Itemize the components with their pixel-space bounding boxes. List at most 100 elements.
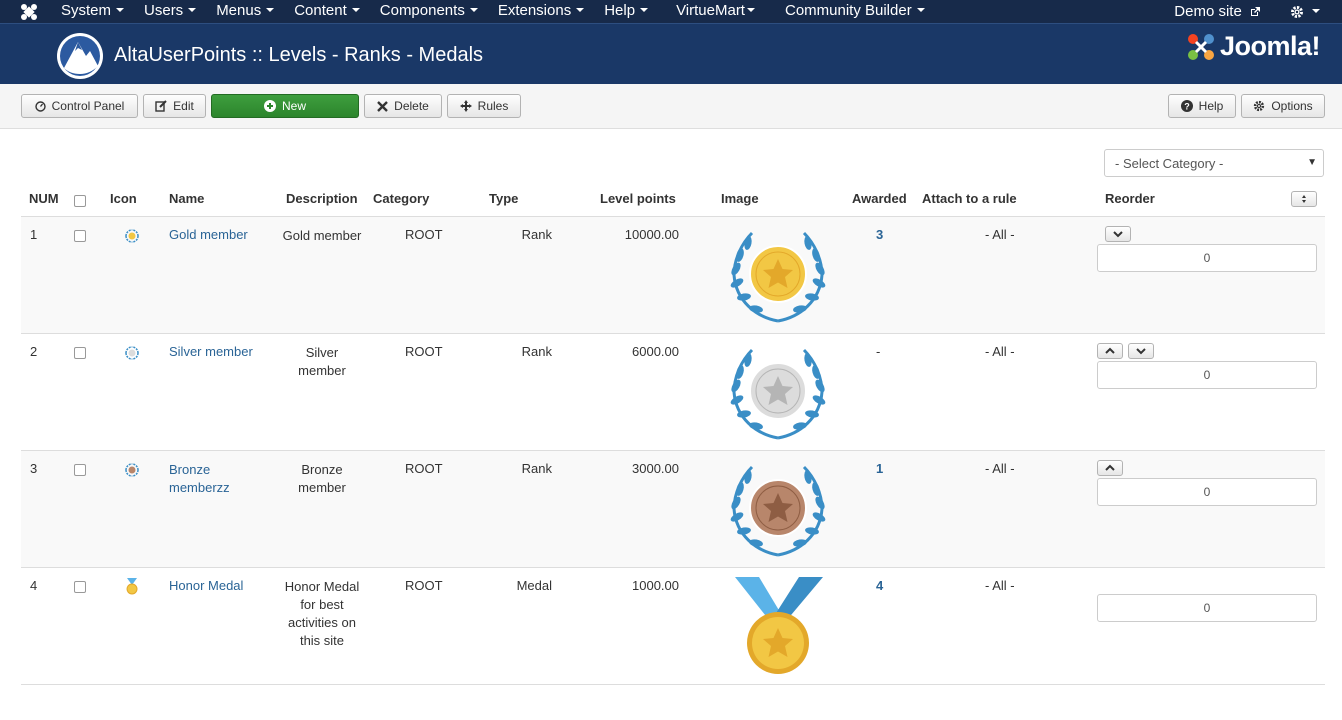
help-button[interactable]: ? Help — [1168, 94, 1236, 118]
row-type: Medal — [516, 578, 552, 593]
move-up-button[interactable] — [1097, 343, 1123, 359]
col-header-image: Image — [721, 191, 759, 206]
row-divider — [21, 333, 1325, 334]
caret-down-icon — [640, 8, 649, 13]
gold-rank-icon — [125, 229, 139, 243]
menu-community-builder[interactable]: Community Builder — [765, 0, 935, 23]
new-label: New — [281, 99, 306, 113]
rank-name-link[interactable]: Gold member — [169, 227, 248, 242]
col-header-level-points[interactable]: Level points — [600, 191, 676, 206]
col-header-attach[interactable]: Attach to a rule — [922, 191, 1017, 206]
caret-down-icon — [576, 8, 585, 13]
delete-button[interactable]: Delete — [364, 94, 442, 118]
external-link-icon — [1251, 6, 1260, 16]
row-attach-rule: - All - — [985, 344, 1015, 359]
rank-name-link[interactable]: Bronze memberzz — [169, 462, 230, 495]
main-menu: System Users Menus Content Components Ex… — [51, 0, 935, 23]
table-row: 1 Gold member Gold member ROOT Rank 1000… — [21, 217, 1325, 333]
row-num: 3 — [30, 461, 38, 476]
select-all-checkbox[interactable] — [74, 195, 86, 207]
row-checkbox[interactable] — [74, 464, 86, 476]
menu-menus[interactable]: Menus — [206, 0, 284, 23]
row-checkbox[interactable] — [74, 230, 86, 242]
menu-system[interactable]: System — [51, 0, 134, 23]
help-label: Help — [1198, 99, 1224, 113]
awarded-count-link[interactable]: 1 — [876, 461, 884, 476]
row-category: ROOT — [405, 227, 443, 242]
move-icon — [459, 100, 472, 112]
row-level-points: 1000.00 — [632, 578, 679, 593]
col-header-category[interactable]: Category — [373, 191, 430, 206]
menu-menus-label: Menus — [216, 2, 262, 19]
page-title: AltaUserPoints :: Levels - Ranks - Medal… — [114, 44, 484, 66]
row-attach-rule: - All - — [985, 227, 1015, 242]
save-order-button[interactable] — [1291, 191, 1317, 207]
row-category: ROOT — [405, 461, 443, 476]
new-button[interactable]: New — [211, 94, 359, 118]
col-header-name[interactable]: Name — [169, 191, 205, 206]
menu-users[interactable]: Users — [134, 0, 206, 23]
menu-help[interactable]: Help — [594, 0, 658, 23]
menu-extensions[interactable]: Extensions — [488, 0, 594, 23]
category-select-value: - Select Category - — [1115, 156, 1224, 171]
user-settings-menu[interactable] — [1290, 5, 1320, 19]
menu-system-label: System — [61, 2, 112, 19]
edit-button[interactable]: Edit — [143, 94, 206, 118]
order-input[interactable]: 0 — [1097, 478, 1317, 506]
demo-site-link[interactable]: Demo site — [1174, 1, 1260, 23]
plus-circle-icon — [263, 100, 276, 112]
menu-components[interactable]: Components — [370, 0, 488, 23]
demo-site-label: Demo site — [1174, 2, 1242, 20]
medal-name-link[interactable]: Honor Medal — [169, 578, 244, 593]
edit-icon — [155, 100, 167, 112]
order-input[interactable]: 0 — [1097, 361, 1317, 389]
col-header-icon[interactable]: Icon — [110, 191, 137, 206]
menu-virtuemart[interactable]: VirtueMart — [658, 0, 765, 23]
awarded-count-link[interactable]: 3 — [876, 227, 884, 242]
order-input[interactable]: 0 — [1097, 594, 1317, 622]
order-input[interactable]: 0 — [1097, 244, 1317, 272]
row-category: ROOT — [405, 578, 443, 593]
menu-content[interactable]: Content — [284, 0, 370, 23]
chevron-up-icon — [1105, 464, 1115, 471]
altauserpoints-logo — [57, 33, 103, 79]
col-header-description[interactable]: Description — [286, 191, 358, 206]
row-num: 4 — [30, 578, 38, 593]
move-down-button[interactable] — [1105, 226, 1131, 242]
honor-ribbon-medal-image — [735, 577, 823, 674]
delete-label: Delete — [394, 99, 429, 113]
awarded-count-link[interactable]: 4 — [876, 578, 884, 593]
row-description: Silver member — [298, 345, 346, 378]
gear-icon — [1291, 5, 1303, 18]
menu-virtuemart-label: VirtueMart — [676, 2, 745, 19]
row-checkbox[interactable] — [74, 581, 86, 593]
bronze-laurel-medal-image — [730, 465, 826, 557]
menu-components-label: Components — [379, 2, 465, 19]
col-header-reorder[interactable]: Reorder — [1105, 191, 1155, 206]
navbar-right: Demo site — [1174, 0, 1320, 23]
joomla-menu-icon[interactable] — [19, 2, 39, 22]
caret-down-icon — [469, 8, 478, 13]
dropdown-arrow-icon: ▼ — [1307, 157, 1317, 168]
row-divider — [21, 567, 1325, 568]
options-button[interactable]: Options — [1241, 94, 1325, 118]
category-select[interactable]: - Select Category - ▼ — [1104, 149, 1324, 177]
menu-community-builder-label: Community Builder — [784, 2, 912, 19]
col-header-type[interactable]: Type — [489, 191, 519, 206]
col-header-awarded[interactable]: Awarded — [852, 191, 907, 206]
delete-x-icon — [377, 100, 389, 112]
move-down-button[interactable] — [1128, 343, 1154, 359]
row-description: Gold member — [282, 228, 362, 243]
move-up-button[interactable] — [1097, 460, 1123, 476]
top-navbar: System Users Menus Content Components Ex… — [0, 0, 1342, 23]
rank-name-link[interactable]: Silver member — [169, 344, 253, 359]
options-label: Options — [1271, 99, 1313, 113]
row-type: Rank — [521, 227, 552, 242]
menu-help-label: Help — [604, 2, 636, 19]
row-attach-rule: - All - — [985, 578, 1015, 593]
rules-button[interactable]: Rules — [447, 94, 521, 118]
col-header-num[interactable]: NUM — [29, 191, 59, 206]
control-panel-button[interactable]: Control Panel — [21, 94, 138, 118]
question-circle-icon: ? — [1180, 100, 1193, 112]
row-checkbox[interactable] — [74, 347, 86, 359]
